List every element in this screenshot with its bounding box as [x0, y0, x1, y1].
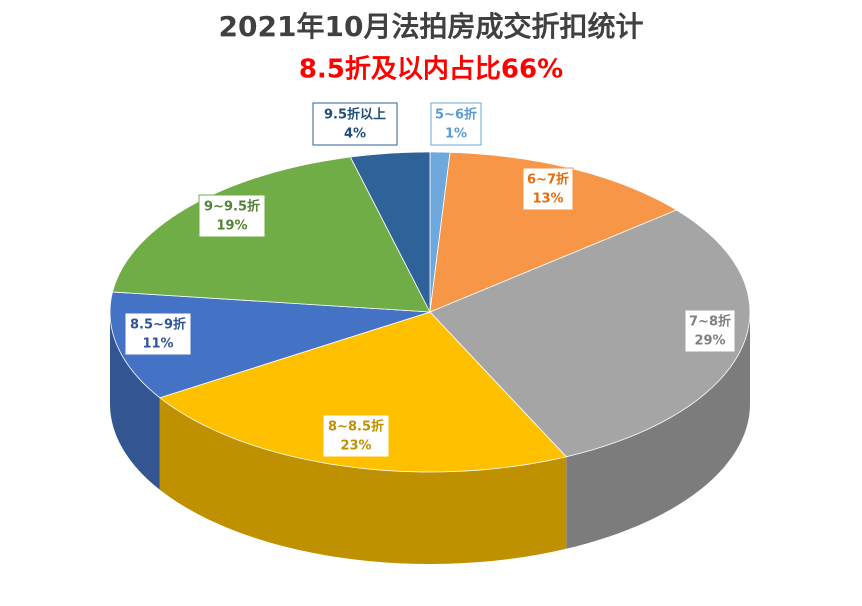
slice [429, 209, 751, 458]
value-label: 13% [532, 192, 563, 207]
label-box [312, 102, 398, 146]
slice [429, 151, 678, 313]
value-label: 29% [694, 334, 725, 349]
category-label: 8.5~9折 [130, 317, 186, 333]
label-box [430, 102, 482, 146]
label-box [522, 167, 574, 211]
label-box [684, 309, 736, 353]
category-label: 9~9.5折 [204, 199, 260, 215]
label-box [124, 312, 192, 356]
chart-title: 2021年10月法拍房成交折扣统计 [219, 10, 644, 43]
slice-side [566, 312, 750, 549]
category-label: 8~8.5折 [328, 419, 384, 435]
category-label: 6~7折 [527, 172, 569, 188]
value-label: 4% [344, 127, 366, 142]
value-label: 11% [142, 337, 173, 352]
value-label: 1% [445, 127, 467, 142]
value-label: 23% [340, 439, 371, 454]
label-box [322, 414, 390, 458]
slice [349, 151, 431, 313]
slice [158, 311, 568, 473]
value-label: 19% [216, 219, 247, 234]
category-label: 7~8折 [689, 314, 731, 330]
slice-side [159, 397, 567, 564]
slice [112, 156, 431, 313]
category-label: 9.5折以上 [324, 107, 386, 123]
label-box [198, 194, 266, 238]
chart-subtitle: 8.5折及以内占比66% [299, 55, 563, 85]
category-label: 5~6折 [435, 107, 477, 123]
